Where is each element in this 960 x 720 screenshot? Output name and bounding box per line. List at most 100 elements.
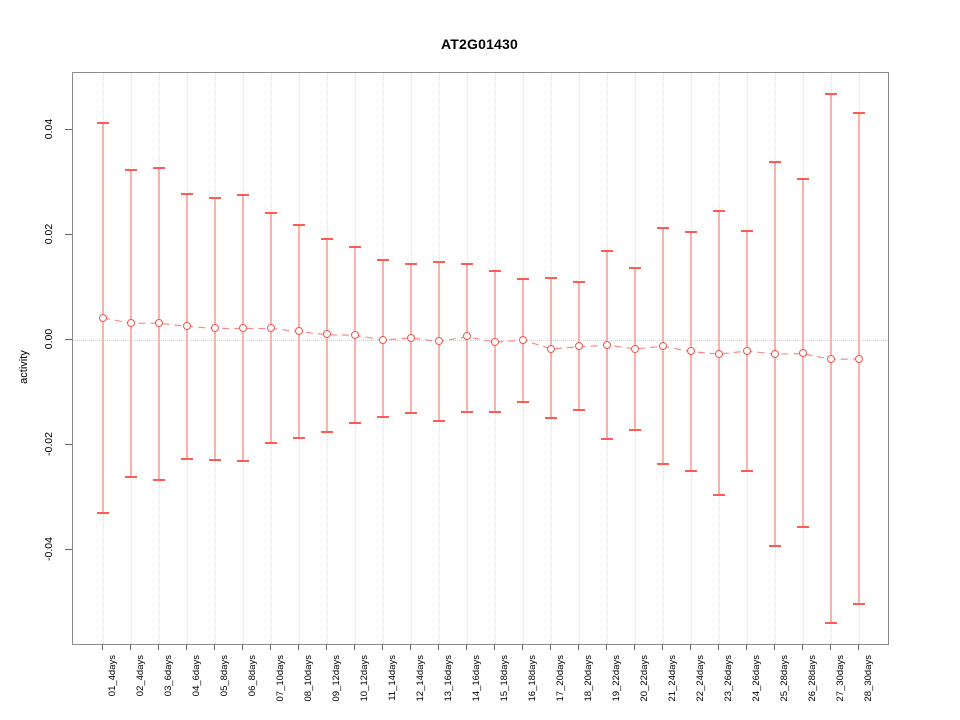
x-axis-tick — [270, 644, 271, 650]
error-bar-cap-top — [517, 278, 529, 281]
series-connector-line — [102, 317, 860, 361]
x-axis-tick-label: 28_30days — [863, 655, 874, 702]
x-axis-tick — [522, 644, 523, 650]
x-axis-tick — [410, 644, 411, 650]
y-axis-tick-label: 0.02 — [43, 223, 55, 245]
error-bar-cap-bottom — [825, 621, 837, 624]
x-axis-tick — [382, 644, 383, 650]
x-axis-tick — [606, 644, 607, 650]
x-axis-tick-label: 12_14days — [415, 655, 426, 702]
x-axis-tick — [858, 644, 859, 650]
error-bar-cap-top — [769, 160, 781, 163]
error-bar-cap-bottom — [349, 421, 361, 424]
data-point-marker — [854, 354, 863, 363]
error-bar-cap-bottom — [489, 410, 501, 413]
error-bar-cap-bottom — [741, 470, 753, 473]
x-axis-tick — [158, 644, 159, 650]
x-axis-tick-label: 26_28days — [807, 655, 818, 702]
x-axis-tick-label: 14_16days — [471, 655, 482, 702]
x-axis-tick-label: 07_10days — [275, 655, 286, 702]
error-bar-cap-top — [405, 262, 417, 265]
error-bar-cap-bottom — [657, 462, 669, 465]
error-bar-cap-bottom — [265, 441, 277, 444]
y-axis-label: activity — [18, 350, 30, 384]
x-axis-tick-label: 11_14days — [387, 655, 398, 701]
error-bar-cap-bottom — [433, 419, 445, 422]
x-axis-tick — [326, 644, 327, 650]
x-axis-tick-label: 19_22days — [611, 655, 622, 702]
data-point-marker — [294, 327, 303, 336]
error-bar-cap-top — [125, 169, 137, 172]
x-axis-tick-label: 18_20days — [583, 655, 594, 702]
x-axis-tick — [578, 644, 579, 650]
error-bar-cap-top — [433, 260, 445, 263]
error-bar-cap-top — [797, 178, 809, 181]
error-bar-cap-bottom — [125, 476, 137, 479]
x-axis-tick — [242, 644, 243, 650]
error-bar-cap-bottom — [685, 469, 697, 472]
x-axis-tick — [718, 644, 719, 650]
data-point-marker — [546, 344, 555, 353]
x-axis-tick-label: 03_6days — [163, 655, 174, 697]
x-axis-tick-label: 13_16days — [443, 655, 454, 702]
data-point-marker — [154, 318, 163, 327]
x-axis-tick — [438, 644, 439, 650]
error-bar-cap-bottom — [461, 410, 473, 413]
y-axis-tick-label: 0.04 — [43, 118, 55, 140]
error-bar-cap-top — [321, 237, 333, 240]
y-axis-tick-label: 0.00 — [43, 328, 55, 350]
x-axis-tick — [802, 644, 803, 650]
x-axis-tick — [690, 644, 691, 650]
plot-area — [72, 72, 889, 645]
x-axis-tick-label: 20_22days — [639, 655, 650, 702]
x-axis-tick-label: 21_24days — [667, 655, 678, 702]
error-bar-cap-bottom — [405, 411, 417, 414]
x-axis-tick — [466, 644, 467, 650]
y-axis-tick — [65, 129, 72, 130]
x-axis-tick-label: 25_28days — [779, 655, 790, 702]
error-bar-cap-bottom — [181, 457, 193, 460]
error-bar-cap-top — [489, 270, 501, 273]
error-bar-cap-bottom — [573, 408, 585, 411]
x-axis-tick-label: 10_12days — [359, 655, 370, 702]
x-axis-tick — [774, 644, 775, 650]
error-bar-cap-top — [97, 122, 109, 125]
data-point-marker — [742, 346, 751, 355]
error-bar-cap-bottom — [769, 544, 781, 547]
x-axis-tick-label: 24_26days — [751, 655, 762, 702]
error-bar-cap-top — [209, 196, 221, 199]
data-point-marker — [630, 344, 639, 353]
y-axis-tick — [65, 339, 72, 340]
error-bar-cap-bottom — [629, 428, 641, 431]
error-bar-cap-bottom — [797, 525, 809, 528]
error-bar-cap-top — [825, 92, 837, 95]
x-axis-tick-label: 16_18days — [527, 655, 538, 702]
error-bar-cap-top — [545, 277, 557, 280]
error-bar-cap-top — [265, 212, 277, 215]
data-point-marker — [350, 330, 359, 339]
x-axis-tick — [494, 644, 495, 650]
error-bar-cap-top — [349, 245, 361, 248]
data-point-marker — [434, 337, 443, 346]
data-point-marker — [126, 318, 135, 327]
y-axis-tick-label: -0.02 — [43, 432, 55, 456]
data-point-marker — [266, 324, 275, 333]
error-bar-cap-bottom — [237, 459, 249, 462]
x-axis-tick — [186, 644, 187, 650]
error-bar-cap-bottom — [153, 479, 165, 482]
error-bar-cap-bottom — [853, 603, 865, 606]
x-axis-tick-label: 05_8days — [219, 655, 230, 697]
x-axis-tick-label: 22_24days — [695, 655, 706, 702]
zero-reference-line — [73, 340, 888, 341]
data-point-marker — [98, 313, 107, 322]
error-bar-cap-top — [601, 249, 613, 252]
error-bar-cap-bottom — [601, 437, 613, 440]
data-point-marker — [490, 337, 499, 346]
y-axis-tick — [65, 234, 72, 235]
data-point-marker — [770, 349, 779, 358]
error-bar-cap-top — [153, 167, 165, 170]
error-bar-cap-bottom — [517, 400, 529, 403]
y-axis-tick — [65, 444, 72, 445]
x-axis-tick-label: 15_18days — [499, 655, 510, 702]
